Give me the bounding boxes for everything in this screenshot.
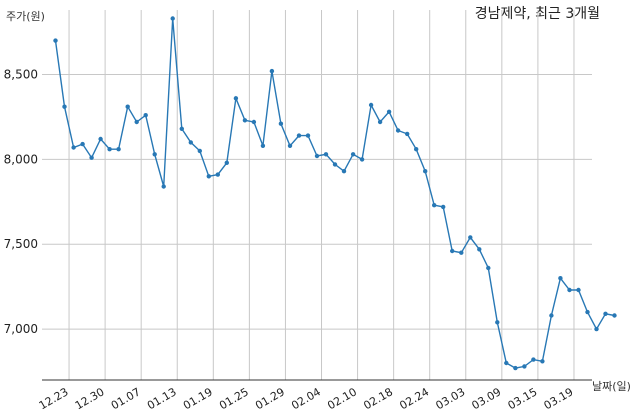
y-axis-label: 주가(원) [6, 10, 45, 23]
x-tick-label: 01.13 [145, 385, 179, 412]
data-point [405, 131, 410, 137]
x-tick-label: 02.10 [325, 385, 359, 412]
data-point [432, 203, 437, 208]
x-tick-label: 03.03 [433, 385, 467, 412]
data-point [332, 162, 338, 167]
data-point [350, 152, 356, 157]
x-tick-labels: 12.23 12.30 01.07 01.13 01.19 01.25 01.29 02.04… [37, 385, 576, 412]
data-point [341, 169, 347, 174]
y-tick-labels: 7,000 7,500 8,000 8,500 [4, 67, 38, 336]
data-point [603, 311, 608, 316]
data-point [513, 365, 518, 371]
price-series [53, 16, 617, 371]
data-point [495, 320, 500, 325]
data-point [233, 96, 239, 101]
data-point [486, 265, 491, 271]
data-point [386, 109, 392, 115]
data-point [197, 148, 202, 154]
data-point [567, 287, 572, 293]
data-point [296, 133, 302, 138]
y-tick-label: 8,000 [4, 152, 38, 166]
data-point [504, 360, 509, 366]
y-tick-label: 8,500 [4, 67, 38, 81]
data-point [323, 152, 329, 157]
data-point [377, 119, 383, 125]
data-point [522, 364, 527, 369]
data-point [459, 250, 464, 255]
data-point [134, 119, 139, 125]
series-line [54, 18, 615, 369]
data-point [450, 248, 455, 254]
data-point [423, 169, 428, 174]
x-axis-label: 날짜(일) [592, 379, 631, 393]
y-tick-label: 7,000 [4, 322, 38, 336]
x-tick-label: 02.24 [397, 385, 431, 412]
x-tick-label: 01.29 [253, 385, 287, 412]
data-point [540, 359, 545, 364]
data-point [468, 235, 473, 240]
data-point [305, 133, 311, 138]
data-point [152, 152, 157, 157]
data-point [107, 147, 112, 152]
data-point [549, 313, 554, 318]
data-point [314, 153, 320, 159]
data-point [585, 309, 590, 315]
data-point [558, 276, 563, 281]
data-point [242, 118, 248, 123]
data-point [170, 16, 175, 21]
data-point [71, 145, 76, 150]
data-point [125, 104, 130, 109]
data-point [188, 140, 193, 145]
data-point [206, 174, 211, 179]
data-point [53, 38, 58, 43]
data-point [251, 119, 257, 125]
x-tick-label: 02.04 [289, 385, 323, 412]
x-tick-label: 12.23 [37, 385, 71, 412]
data-point [224, 160, 229, 165]
x-tick-label: 03.15 [506, 385, 540, 412]
x-tick-label: 12.30 [73, 385, 107, 412]
data-point [80, 141, 85, 147]
data-point [594, 326, 599, 332]
data-point [576, 287, 581, 293]
data-point [116, 147, 121, 152]
y-tick-label: 7,500 [4, 237, 38, 251]
x-tick-label: 03.09 [470, 385, 504, 412]
data-point [359, 157, 365, 162]
data-point [89, 155, 94, 160]
data-point [414, 147, 419, 152]
data-point [143, 113, 148, 118]
data-point [62, 104, 67, 109]
x-tick-label: 01.19 [181, 385, 215, 412]
data-point [531, 357, 536, 362]
data-point [179, 126, 184, 131]
data-point [287, 143, 293, 148]
data-point [368, 102, 374, 108]
data-point [395, 128, 401, 133]
data-point [278, 121, 284, 126]
x-tick-label: 01.25 [217, 385, 251, 412]
x-tick-label: 01.07 [109, 385, 143, 412]
x-tick-label: 03.19 [542, 385, 576, 412]
data-point [161, 184, 166, 189]
data-point [215, 172, 220, 177]
chart-title: 경남제약, 최근 3개월 [475, 6, 600, 22]
x-tick-label: 02.18 [361, 385, 395, 412]
data-point [612, 313, 617, 318]
grid-lines [42, 10, 592, 380]
data-point [477, 247, 482, 252]
data-point [260, 143, 266, 148]
data-point [269, 68, 275, 74]
data-point [98, 136, 103, 142]
data-point [441, 204, 446, 210]
